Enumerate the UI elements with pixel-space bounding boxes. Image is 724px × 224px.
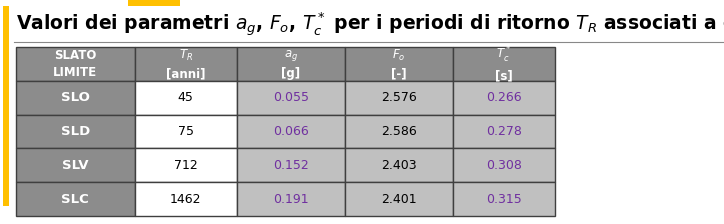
Text: $T_R$
[anni]: $T_R$ [anni] [166, 48, 206, 80]
Text: SLC: SLC [62, 193, 89, 206]
Text: $F_o$
[-]: $F_o$ [-] [391, 48, 406, 80]
Text: 45: 45 [178, 91, 194, 104]
Bar [345, 182, 452, 216]
Text: 2.576: 2.576 [381, 91, 416, 104]
Text: 0.278: 0.278 [486, 125, 522, 138]
Bar [16, 148, 135, 182]
Text: 2.403: 2.403 [381, 159, 416, 172]
Bar [345, 47, 452, 81]
Text: $T_c^*$
[s]: $T_c^*$ [s] [495, 45, 513, 82]
Text: SLATO
LIMITE: SLATO LIMITE [54, 49, 97, 79]
Text: SLD: SLD [61, 125, 90, 138]
Text: Valori dei parametri $a_g$, $F_o$, $T_c^*$ per i periodi di ritorno $T_R$ associ: Valori dei parametri $a_g$, $F_o$, $T_c^… [16, 11, 724, 39]
Bar [452, 47, 555, 81]
Text: SLO: SLO [61, 91, 90, 104]
Text: 0.066: 0.066 [273, 125, 308, 138]
Bar [135, 81, 237, 115]
Bar [16, 81, 135, 115]
Bar [237, 115, 345, 148]
Text: $a_g$
[g]: $a_g$ [g] [282, 48, 300, 80]
Text: SLV: SLV [62, 159, 88, 172]
Text: 0.308: 0.308 [486, 159, 522, 172]
Bar [345, 115, 452, 148]
Bar [452, 148, 555, 182]
Text: 0.055: 0.055 [273, 91, 309, 104]
Bar [345, 81, 452, 115]
Bar [135, 182, 237, 216]
Bar [452, 81, 555, 115]
Bar [16, 182, 135, 216]
Text: 0.315: 0.315 [486, 193, 522, 206]
Bar [237, 148, 345, 182]
Bar [135, 148, 237, 182]
Bar [3, 6, 9, 206]
Bar [452, 182, 555, 216]
Text: 712: 712 [174, 159, 198, 172]
Text: 0.191: 0.191 [273, 193, 308, 206]
Bar [237, 182, 345, 216]
Text: 1462: 1462 [170, 193, 201, 206]
Bar [16, 47, 135, 81]
Bar [128, 0, 180, 6]
Text: 2.401: 2.401 [381, 193, 416, 206]
Text: 2.586: 2.586 [381, 125, 416, 138]
Bar [452, 115, 555, 148]
Bar [135, 47, 237, 81]
Bar [16, 115, 135, 148]
Text: 0.266: 0.266 [486, 91, 521, 104]
Bar [237, 47, 345, 81]
Text: 75: 75 [178, 125, 194, 138]
Bar [345, 148, 452, 182]
Text: 0.152: 0.152 [273, 159, 308, 172]
Bar [135, 115, 237, 148]
Bar [237, 81, 345, 115]
